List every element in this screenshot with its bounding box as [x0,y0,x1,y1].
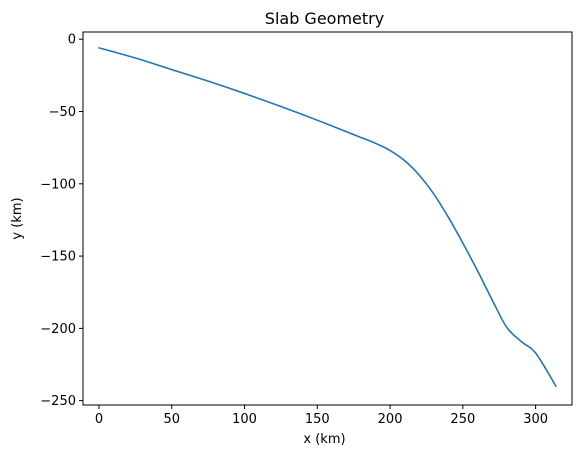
y-tick-label: −250 [40,394,76,409]
y-tick-label: −150 [40,250,76,265]
x-tick-label: 300 [523,412,548,427]
plot-frame [82,31,573,406]
x-tick-label: 50 [164,412,181,427]
y-tick-label: −100 [40,177,76,192]
y-tick-label: −200 [40,322,76,337]
x-tick-label: 250 [450,412,475,427]
y-axis-label: y (km) [10,197,25,239]
x-tick-label: 200 [378,412,403,427]
x-tick-label: 0 [95,412,103,427]
x-tick-label: 150 [305,412,330,427]
chart-title: Slab Geometry [265,9,384,28]
x-axis-label: x (km) [303,432,345,447]
y-tick-label: −50 [49,105,76,120]
plot-area [98,47,557,388]
y-tick-label: 0 [68,33,76,48]
x-tick-label: 100 [232,412,257,427]
series-line-0 [98,47,557,388]
